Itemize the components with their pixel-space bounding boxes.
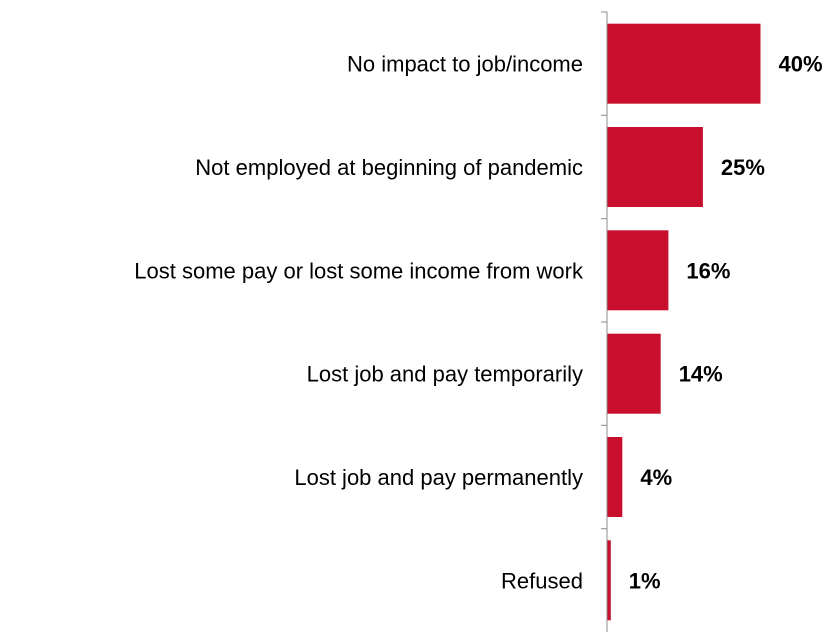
category-label: Not employed at beginning of pandemic xyxy=(195,155,583,180)
bars-group xyxy=(607,23,761,621)
bar xyxy=(607,127,703,207)
value-label: 25% xyxy=(721,155,765,180)
bar xyxy=(607,437,623,517)
value-label: 16% xyxy=(686,258,730,283)
value-label: 4% xyxy=(640,465,672,490)
bar xyxy=(607,230,669,311)
value-label: 40% xyxy=(779,52,823,77)
category-label: Refused xyxy=(501,568,583,593)
category-labels-group: No impact to job/income Not employed at b… xyxy=(134,52,584,594)
category-label: No impact to job/income xyxy=(347,52,583,77)
value-labels-group: 40% 25% 16% 14% 4% 1% xyxy=(629,52,823,594)
category-label: Lost job and pay temporarily xyxy=(307,362,583,387)
value-label: 1% xyxy=(629,568,661,593)
category-label: Lost job and pay permanently xyxy=(294,465,583,490)
value-label: 14% xyxy=(679,362,723,387)
bar xyxy=(607,23,761,104)
category-axis xyxy=(601,11,608,632)
category-label: Lost some pay or lost some income from w… xyxy=(134,258,584,283)
bar xyxy=(607,540,611,621)
bar xyxy=(607,333,661,414)
